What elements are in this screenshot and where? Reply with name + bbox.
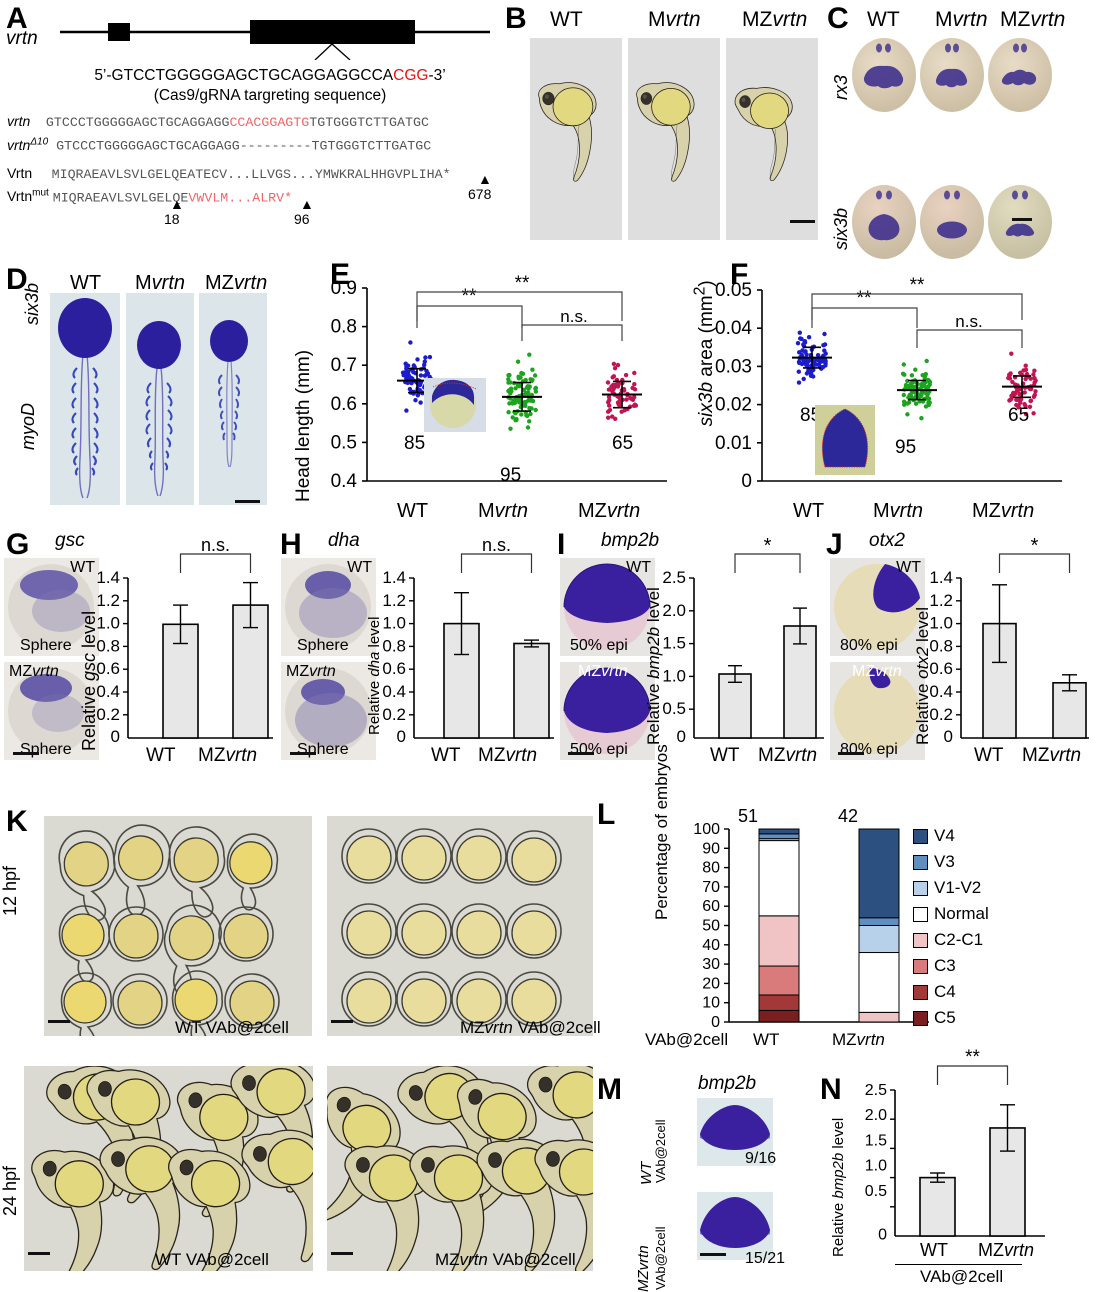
svg-text:40: 40 bbox=[702, 937, 720, 954]
svg-text:*: * bbox=[764, 535, 772, 557]
svg-text:0: 0 bbox=[677, 727, 686, 746]
svg-text:2.0: 2.0 bbox=[865, 1107, 887, 1124]
svg-text:n.s.: n.s. bbox=[955, 312, 982, 331]
svg-text:n.s.: n.s. bbox=[482, 535, 511, 555]
svg-text:0.03: 0.03 bbox=[715, 356, 752, 377]
svg-text:1.5: 1.5 bbox=[865, 1132, 887, 1149]
svg-text:0: 0 bbox=[944, 727, 953, 746]
svg-text:1.5: 1.5 bbox=[662, 634, 686, 653]
svg-text:50: 50 bbox=[702, 918, 720, 935]
svg-text:0.5: 0.5 bbox=[662, 699, 686, 718]
svg-text:0.6: 0.6 bbox=[382, 659, 406, 678]
svg-text:0.01: 0.01 bbox=[715, 433, 752, 454]
svg-text:0.8: 0.8 bbox=[382, 636, 406, 655]
svg-text:*: * bbox=[1031, 535, 1039, 557]
svg-text:1.0: 1.0 bbox=[865, 1158, 887, 1175]
svg-text:**: ** bbox=[965, 1047, 980, 1068]
svg-text:1.2: 1.2 bbox=[96, 591, 120, 610]
svg-text:0.5: 0.5 bbox=[865, 1183, 887, 1200]
svg-text:0.7: 0.7 bbox=[331, 355, 357, 376]
svg-text:0.8: 0.8 bbox=[331, 317, 357, 338]
svg-text:2.5: 2.5 bbox=[865, 1082, 887, 1099]
svg-text:1.0: 1.0 bbox=[662, 666, 686, 685]
svg-text:0: 0 bbox=[111, 727, 120, 746]
svg-text:2.5: 2.5 bbox=[662, 568, 686, 587]
svg-text:0.5: 0.5 bbox=[331, 432, 357, 453]
svg-text:0.02: 0.02 bbox=[715, 395, 752, 416]
svg-text:100: 100 bbox=[693, 821, 720, 838]
svg-text:n.s.: n.s. bbox=[560, 307, 587, 326]
svg-text:0: 0 bbox=[741, 471, 752, 492]
svg-text:2.0: 2.0 bbox=[662, 601, 686, 620]
svg-text:0: 0 bbox=[878, 1227, 887, 1244]
svg-text:0.2: 0.2 bbox=[382, 705, 406, 724]
svg-text:1.4: 1.4 bbox=[382, 568, 406, 587]
svg-text:**: ** bbox=[515, 273, 530, 294]
svg-text:0.04: 0.04 bbox=[715, 318, 752, 339]
svg-text:20: 20 bbox=[702, 975, 720, 992]
svg-text:1.4: 1.4 bbox=[96, 568, 120, 587]
svg-text:n.s.: n.s. bbox=[201, 535, 230, 555]
svg-text:0.4: 0.4 bbox=[382, 682, 406, 701]
svg-text:1.4: 1.4 bbox=[929, 568, 953, 587]
svg-text:30: 30 bbox=[702, 956, 720, 973]
svg-text:0.6: 0.6 bbox=[331, 394, 357, 415]
svg-text:0: 0 bbox=[397, 727, 406, 746]
svg-text:80: 80 bbox=[702, 860, 720, 877]
svg-text:1.0: 1.0 bbox=[382, 614, 406, 633]
svg-text:90: 90 bbox=[702, 840, 720, 857]
svg-text:10: 10 bbox=[702, 995, 720, 1012]
svg-text:60: 60 bbox=[702, 898, 720, 915]
svg-text:0: 0 bbox=[711, 1014, 720, 1031]
svg-text:70: 70 bbox=[702, 879, 720, 896]
svg-text:0.4: 0.4 bbox=[331, 471, 358, 492]
svg-text:1.2: 1.2 bbox=[382, 591, 406, 610]
svg-text:**: ** bbox=[462, 286, 477, 307]
